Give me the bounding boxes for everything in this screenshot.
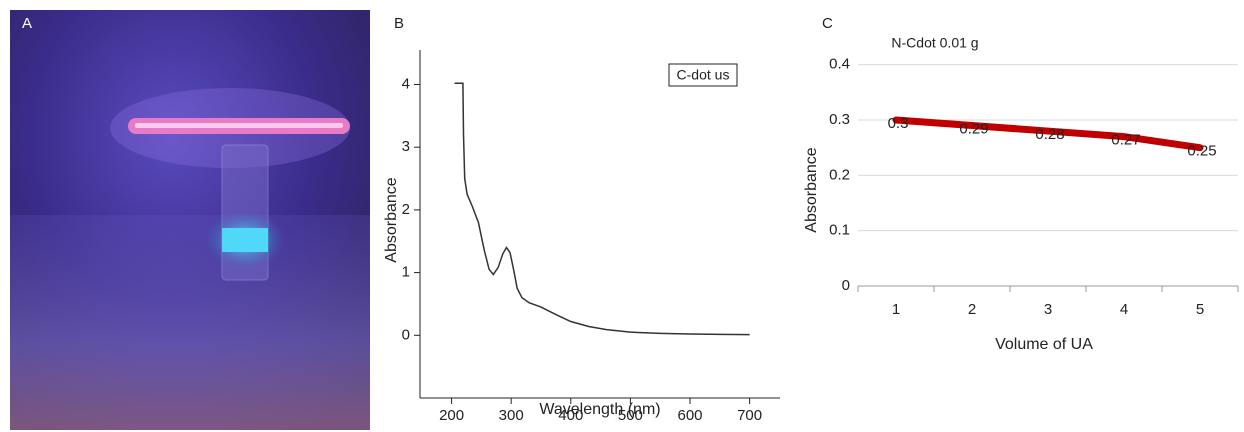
- panel-label: A: [22, 15, 32, 32]
- photo-panel: A: [10, 10, 370, 430]
- data-label: 0.29: [959, 121, 988, 138]
- data-label: 0.3: [888, 115, 909, 132]
- x-tick-label: 600: [677, 407, 702, 424]
- data-label: 0.27: [1111, 132, 1140, 149]
- x-tick-label: 2: [968, 301, 976, 318]
- fluorescent-liquid: [222, 228, 268, 252]
- x-tick-label: 700: [737, 407, 762, 424]
- data-label: 0.28: [1035, 126, 1064, 143]
- photo-floor: [10, 215, 370, 430]
- y-tick-label: 2: [402, 201, 410, 218]
- annotation: C-dot us: [677, 67, 730, 83]
- data-line: [454, 82, 750, 336]
- y-tick-label: 0: [842, 277, 850, 294]
- x-tick-label: 200: [439, 407, 464, 424]
- data-line: [892, 116, 1204, 152]
- y-tick-label: 0.1: [829, 222, 850, 239]
- y-tick-label: 1: [402, 264, 410, 281]
- uv-tube-core: [135, 123, 343, 128]
- panel-label: B: [394, 15, 404, 32]
- y-tick-label: 0: [402, 326, 410, 343]
- x-tick-label: 500: [618, 407, 643, 424]
- annotation-box: [668, 63, 738, 87]
- x-tick-label: 3: [1044, 301, 1052, 318]
- x-tick-label: 5: [1196, 301, 1204, 318]
- y-axis-label: Absorbance: [803, 147, 820, 232]
- y-axis-label: Absorbance: [383, 177, 400, 262]
- x-tick-label: 1: [892, 301, 900, 318]
- chart-title: N-Cdot 0.01 g: [891, 35, 978, 51]
- y-tick-label: 0.2: [829, 166, 850, 183]
- y-tick-label: 0.4: [829, 56, 850, 73]
- x-tick-label: 4: [1120, 301, 1128, 318]
- y-tick-label: 4: [402, 75, 410, 92]
- x-tick-label: 400: [558, 407, 583, 424]
- x-tick-label: 300: [499, 407, 524, 424]
- x-axis-label: Volume of UA: [995, 336, 1093, 353]
- y-tick-label: 0.3: [829, 111, 850, 128]
- y-tick-label: 3: [402, 138, 410, 155]
- panel-label: C: [822, 15, 833, 32]
- data-label: 0.25: [1187, 143, 1216, 160]
- x-axis-label: Wavelength (nm): [539, 401, 660, 418]
